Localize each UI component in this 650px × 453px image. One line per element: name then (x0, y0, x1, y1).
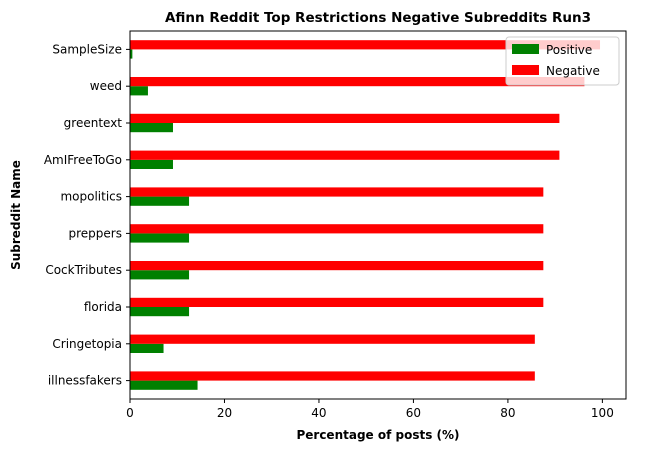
y-axis: illnessfakers Cringetopia florida CockTribu… (44, 42, 130, 388)
bar-positive-weed (130, 86, 148, 96)
bar-negative-illnessfakers (130, 371, 535, 381)
y-tick-label-AmIFreeToGo: AmIFreeToGo (44, 153, 122, 167)
legend-label-positive: Positive (546, 43, 592, 57)
bar-positive-SampleSize (130, 49, 133, 59)
y-axis-title: Subreddit Name (9, 160, 23, 270)
x-axis-title: Percentage of posts (%) (296, 428, 459, 442)
x-tick-label: 0 (126, 406, 134, 420)
bar-negative-SampleSize (130, 40, 601, 50)
plot-frame (129, 30, 627, 400)
y-tick-label-preppers: preppers (69, 226, 122, 240)
legend-swatch-negative (512, 65, 539, 75)
bar-positive-illnessfakers (130, 380, 198, 390)
legend-label-negative: Negative (546, 64, 600, 78)
x-tick-label: 20 (217, 406, 232, 420)
y-tick-label-SampleSize: SampleSize (52, 42, 122, 56)
bar-negative-greentext (130, 113, 560, 123)
bar-negative-CockTributes (130, 261, 544, 271)
legend: Positive Negative (505, 36, 620, 86)
y-tick-label-mopolitics: mopolitics (60, 190, 122, 204)
chart-title: Afinn Reddit Top Restrictions Negative S… (165, 10, 591, 26)
y-tick-label-Cringetopia: Cringetopia (52, 337, 122, 351)
y-tick-label-weed: weed (90, 79, 122, 93)
bar-positive-preppers (130, 233, 190, 243)
x-axis: 0 20 40 60 80 100 (126, 399, 614, 420)
bar-negative-mopolitics (130, 187, 544, 197)
bar-negative-preppers (130, 224, 544, 234)
y-tick-label-florida: florida (84, 300, 122, 314)
bar-negative-florida (130, 297, 544, 307)
bar-positive-mopolitics (130, 196, 190, 206)
bar-negative-weed (130, 77, 585, 87)
x-tick-label: 40 (311, 406, 326, 420)
x-tick-label: 100 (591, 406, 614, 420)
bar-positive-AmIFreeToGo (130, 159, 173, 169)
y-tick-label-illnessfakers: illnessfakers (48, 374, 122, 388)
y-tick-label-CockTributes: CockTributes (45, 263, 122, 277)
bar-negative-AmIFreeToGo (130, 150, 560, 160)
bar-positive-greentext (130, 123, 173, 133)
y-tick-label-greentext: greentext (64, 116, 123, 130)
bar-negative-Cringetopia (130, 334, 535, 344)
x-tick-label: 80 (500, 406, 515, 420)
x-tick-label: 60 (406, 406, 421, 420)
bar-positive-florida (130, 307, 190, 317)
bar-positive-Cringetopia (130, 343, 164, 353)
bar-positive-CockTributes (130, 270, 190, 280)
legend-swatch-positive (512, 44, 539, 54)
bars-layer (130, 40, 601, 390)
